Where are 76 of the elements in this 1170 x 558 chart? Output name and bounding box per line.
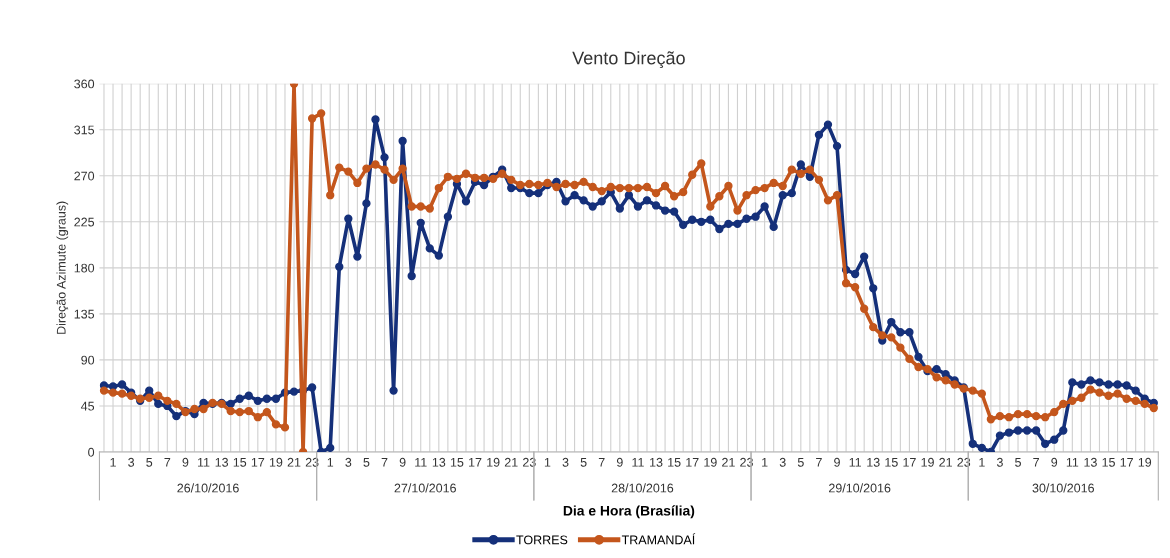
x-tick-label: 23 [957,457,971,467]
x-tick-label: 23 [523,457,536,467]
x-tick-label: 23 [740,457,753,467]
x-tick-label: 3 [562,457,569,467]
x-tick-label: 3 [128,457,135,467]
x-tick-label: 15 [1102,457,1115,467]
y-tick-label: 135 [74,309,95,319]
x-tick-label: 11 [415,457,427,467]
y-tick-label: 225 [74,217,95,227]
x-tick-label: 1 [110,457,116,467]
x-tick-label: 1 [544,457,551,467]
x-tick-label: 11 [197,457,210,467]
y-tick-label: 315 [74,125,95,135]
x-tick-label: 13 [215,457,229,467]
x-tick-label: 5 [363,457,370,467]
x-tick-label: 5 [146,457,153,467]
y-tick-label: 360 [74,79,95,89]
y-tick-label: 0 [88,447,95,457]
x-tick-label: 13 [867,457,880,467]
x-tick-label: 13 [1084,457,1097,467]
text: 28/10/2016 [611,483,674,493]
x-tick-label: 21 [722,457,735,467]
x-tick-label: 9 [1051,457,1058,467]
text: 26/10/2016 [177,483,239,493]
x-tick-label: 17 [903,457,916,467]
x-tick-label: 19 [1138,457,1152,467]
x-axis-title: Dia e Hora (Brasília) [563,505,695,519]
x-tick-label: 17 [469,457,482,467]
x-tick-label: 7 [816,457,822,467]
x-tick-label: 3 [779,457,786,467]
chart-title: Vento Direção [572,51,685,69]
x-tick-label: 21 [939,457,952,467]
y-tick-label: 90 [81,355,95,365]
x-tick-label: 5 [1015,457,1021,467]
x-tick-label: 13 [432,457,446,467]
text: 30/10/2016 [1032,483,1095,493]
x-tick-label: 7 [1033,457,1039,467]
x-tick-label: 1 [762,457,768,467]
x-tick-label: 3 [996,457,1003,467]
x-tick-label: 5 [580,457,587,467]
x-tick-label: 9 [399,457,406,467]
x-tick-label: 15 [885,457,898,467]
x-tick-label: 17 [251,457,265,467]
x-tick-label: 19 [269,457,283,467]
x-tick-label: 1 [979,457,985,467]
x-tick-label: 15 [450,457,464,467]
x-tick-label: 7 [164,457,171,467]
x-tick-label: 15 [668,457,681,467]
y-axis-title: Direção Azimute (graus) [56,201,69,334]
x-tick-label: 9 [616,457,623,467]
legend-label: TRAMANDAÍ [621,533,696,545]
y-tick-label: 45 [80,401,95,411]
x-tick-label: 7 [381,457,388,467]
x-tick-label: 21 [287,457,301,467]
x-tick-label: 11 [632,457,644,467]
x-tick-label: 5 [797,457,804,467]
x-tick-label: 3 [345,457,352,467]
x-tick-label: 17 [1120,457,1133,467]
x-tick-label: 11 [849,457,862,467]
x-tick-label: 21 [504,457,518,467]
x-tick-label: 7 [598,457,605,467]
x-tick-label: 11 [1066,457,1079,467]
y-tick-label: 180 [74,263,95,273]
x-tick-label: 19 [487,457,500,467]
x-tick-label: 15 [233,457,247,467]
x-tick-label: 19 [921,457,934,467]
y-tick-label: 270 [74,171,95,181]
text: 27/10/2016 [394,483,456,493]
x-tick-label: 19 [704,457,717,467]
legend-label: TORRES [516,535,568,545]
x-tick-label: 13 [650,457,663,467]
x-tick-label: 1 [327,457,334,467]
x-tick-label: 17 [686,457,699,467]
text: 29/10/2016 [829,483,891,493]
x-tick-label: 9 [182,457,189,467]
x-tick-label: 9 [834,457,840,467]
